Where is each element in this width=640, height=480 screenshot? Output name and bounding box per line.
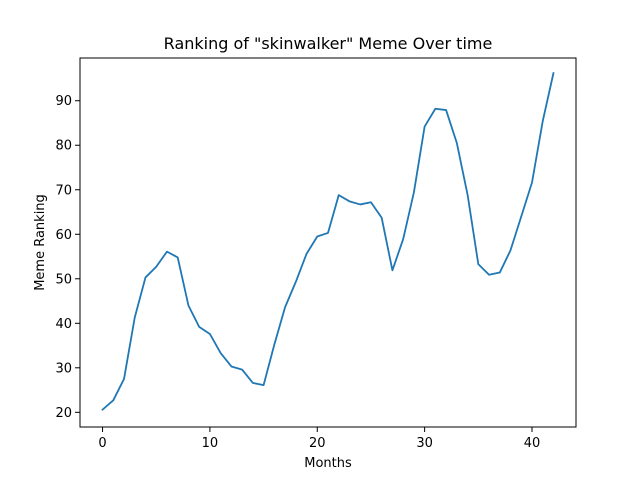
x-tick-label: 30 [416,436,433,451]
x-tick-label: 0 [98,436,106,451]
chart-title: Ranking of "skinwalker" Meme Over time [164,34,493,53]
y-tick-label: 50 [55,272,72,287]
y-axis: 20 30 40 50 60 70 80 90 [55,94,80,421]
x-tick-label: 40 [524,436,541,451]
y-tick-label: 40 [55,317,72,332]
x-axis: 0 10 20 30 40 [98,427,540,451]
series-line [101,72,555,411]
x-axis-label: Months [304,456,352,471]
plot-area [101,72,555,411]
y-tick-label: 70 [55,183,72,198]
y-tick-label: 60 [55,228,72,243]
y-tick-label: 20 [55,406,72,421]
y-tick-label: 90 [55,94,72,109]
x-tick-label: 10 [202,436,219,451]
y-axis-label: Meme Ranking [33,194,48,291]
y-tick-label: 80 [55,139,72,154]
axes-frame [79,57,577,428]
x-tick-label: 20 [309,436,326,451]
y-tick-label: 30 [55,361,72,376]
